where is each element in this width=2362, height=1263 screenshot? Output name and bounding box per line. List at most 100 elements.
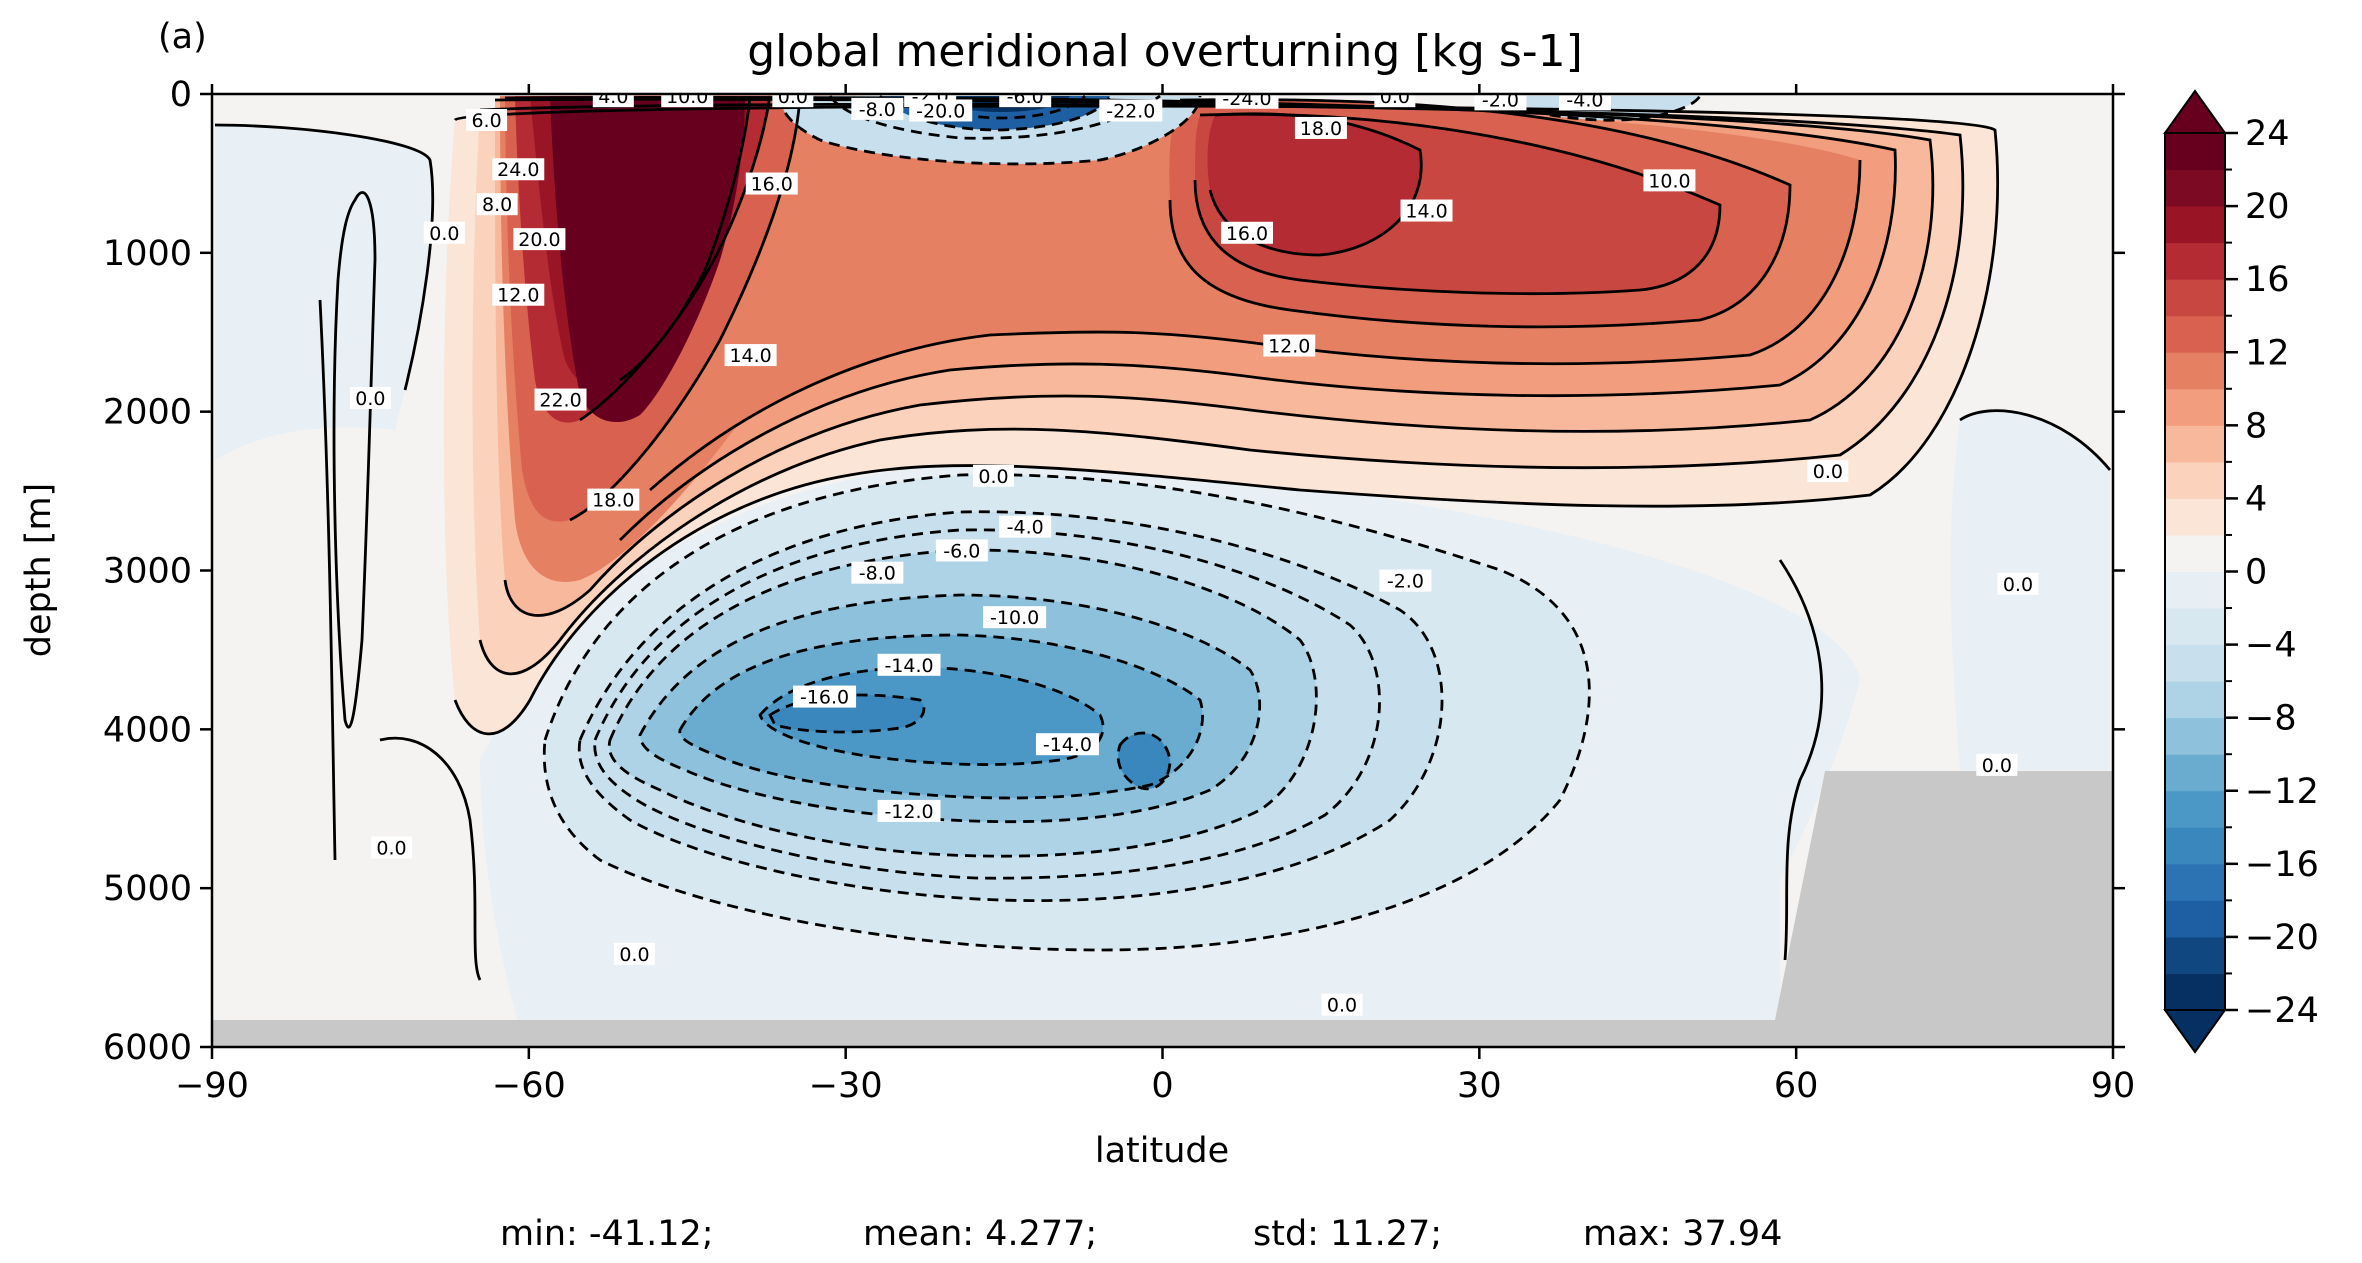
y-tick-label: 2000 xyxy=(103,393,192,433)
colorbar-swatch xyxy=(2165,315,2225,353)
contour-neg-14 xyxy=(758,666,1105,766)
contour-label-text: 12.0 xyxy=(497,285,539,307)
contour-zero-west-deep xyxy=(318,299,337,861)
colorbar-swatch xyxy=(2165,973,2225,1011)
contour-label-bg xyxy=(349,386,391,409)
y-tick-label: 6000 xyxy=(103,1028,192,1068)
x-tick-label: 60 xyxy=(1774,1066,1819,1106)
contour-zero-deep-south xyxy=(379,736,482,981)
filled-contours xyxy=(215,95,2110,1030)
colorbar-swatch xyxy=(2165,900,2225,938)
contour-label-text: -22.0 xyxy=(1106,100,1155,122)
y-tick-label: 1000 xyxy=(103,234,192,274)
contour-label: 14.0 xyxy=(1400,199,1453,223)
colorbar-swatch xyxy=(2165,644,2225,682)
contour-label-bg xyxy=(661,94,714,108)
contour-label-text: -10.0 xyxy=(990,607,1039,629)
contour-label-bg xyxy=(1099,99,1163,122)
contour-label-text: -4.0 xyxy=(1007,517,1044,539)
contour-label-text: 4.0 xyxy=(598,86,628,108)
contour-label-text: 0.0 xyxy=(978,466,1008,488)
x-tick-label: 0 xyxy=(1151,1066,1173,1106)
contour-label-text: 10.0 xyxy=(666,86,708,108)
plot-area: 4.0 10.0 0.0 -2.0 -6.0 -8.0 -20.0 -22.0 -24.0 0.0… xyxy=(212,86,2113,1047)
contour-label: -8.0 xyxy=(851,97,904,121)
contour-label-text: 0.0 xyxy=(778,86,808,108)
y-tick-label: 3000 xyxy=(103,552,192,592)
contour-label: -8.0 xyxy=(851,561,904,585)
contour-label: -6.0 xyxy=(999,86,1052,108)
contour-label: 24.0 xyxy=(492,158,545,181)
colorbar-swatch xyxy=(2165,498,2225,536)
colorbar-swatch xyxy=(2165,863,2225,901)
colorbar: 24 20 16 12 8 4 0 −4 −8 −12 −16 −20 −24 xyxy=(2163,89,2319,1054)
contour-label-bg xyxy=(983,606,1047,629)
contour-label: -4.0 xyxy=(999,515,1052,539)
region-southern-24 xyxy=(550,96,745,423)
contour-neg-8 xyxy=(607,548,1318,858)
contour-label-text: -2.0 xyxy=(1482,89,1519,111)
contour-label-bg xyxy=(1374,94,1416,108)
contour-neg-tropical-a xyxy=(778,95,1202,166)
contour-zero-island xyxy=(332,191,377,729)
contour-label-text: 0.0 xyxy=(429,223,459,245)
stat-mean: mean: 4.277; xyxy=(863,1214,1097,1254)
contour-label-bg xyxy=(973,464,1015,487)
x-tick-label: 30 xyxy=(1457,1066,1502,1106)
contour-label-text: -12.0 xyxy=(884,801,933,823)
contour-neg-6 xyxy=(593,528,1381,880)
contour-warm-8 xyxy=(504,96,1897,541)
y-tick-label: 0 xyxy=(170,75,192,115)
contour-label: -4.0 xyxy=(1558,89,1611,111)
contour-label-bg xyxy=(851,561,904,584)
contour-label-bg xyxy=(1263,334,1316,357)
land-mask-north xyxy=(1775,771,2113,1047)
contour-zero-north xyxy=(1959,409,2112,471)
colorbar-swatch xyxy=(2165,352,2225,390)
contour-label-bg xyxy=(793,685,857,708)
contour-label-bg xyxy=(1321,993,1363,1016)
contour-label-text: 24.0 xyxy=(497,159,539,181)
colorbar-swatch xyxy=(2165,388,2225,426)
contour-label-text: 0.0 xyxy=(1380,86,1410,108)
x-tick-label: 90 xyxy=(2091,1066,2136,1106)
contour-label-text: 14.0 xyxy=(1405,201,1447,223)
contour-label-bg xyxy=(772,94,814,108)
contour-label-text: 12.0 xyxy=(1268,336,1310,358)
colorbar-tick-label: −24 xyxy=(2245,991,2319,1031)
contour-label: 14.0 xyxy=(724,344,777,367)
contour-label: -6.0 xyxy=(935,539,988,562)
stat-max: max: 37.94 xyxy=(1583,1214,1782,1254)
contour-label-bg xyxy=(1215,94,1279,109)
colorbar-swatch xyxy=(2165,534,2225,572)
contour-neg-4 xyxy=(577,510,1444,903)
contour-label-bg xyxy=(613,942,655,965)
contour-label-text: 20.0 xyxy=(518,229,560,251)
colorbar-swatch xyxy=(2165,717,2225,755)
colorbar-swatch xyxy=(2165,827,2225,865)
contour-label: -22.0 xyxy=(1099,99,1163,122)
contour-southern-14 xyxy=(569,95,802,522)
contour-neg-12 xyxy=(678,633,1204,800)
colorbar-swatch xyxy=(2165,133,2225,171)
colorbar-swatch xyxy=(2165,754,2225,792)
x-tick-label: −30 xyxy=(809,1066,883,1106)
colorbar-tick-label: 4 xyxy=(2245,479,2267,519)
x-tick-label: −90 xyxy=(175,1066,249,1106)
contour-label: 8.0 xyxy=(476,193,518,216)
y-tick-label: 4000 xyxy=(103,710,192,750)
contour-label-text: -6.0 xyxy=(1007,86,1044,108)
contour-label-bg xyxy=(1294,116,1347,139)
contour-label-text: -4.0 xyxy=(1566,89,1603,111)
contour-label-text: 22.0 xyxy=(539,390,581,412)
contour-label-bg xyxy=(1400,199,1453,222)
panel-label: (a) xyxy=(158,17,207,57)
contour-label-bg xyxy=(1643,169,1696,192)
contour-label-text: 0.0 xyxy=(355,388,385,410)
contour-label-bg xyxy=(935,539,988,562)
contour-label-bg xyxy=(745,172,798,195)
contour-label-bg xyxy=(877,799,941,822)
contour-label: 18.0 xyxy=(1294,116,1347,140)
colorbar-tick-label: 8 xyxy=(2245,406,2267,446)
